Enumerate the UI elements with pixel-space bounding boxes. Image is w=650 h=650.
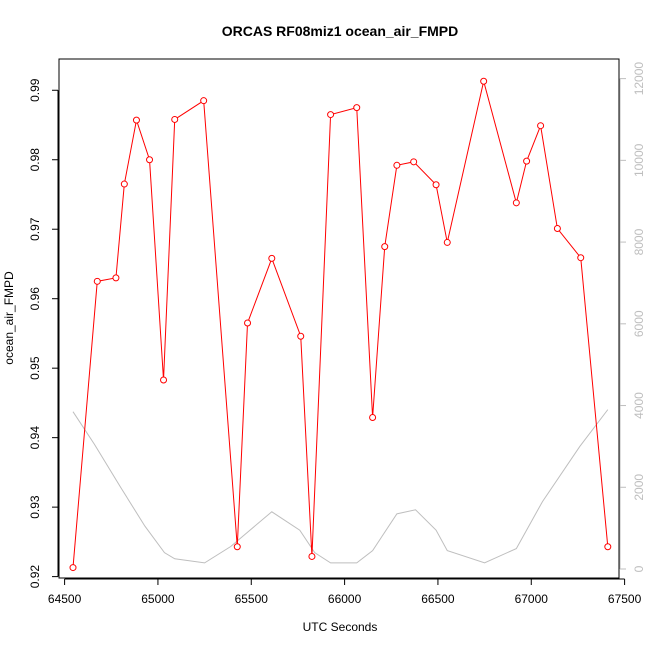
y-axis-left: 0.92 0.93 0.94 0.95 0.96 0.97 0.98 0.99 (28, 78, 59, 589)
chart-title: ORCAS RF08miz1 ocean_air_FMPD (222, 23, 459, 39)
series-line-right (72, 409, 609, 564)
data-point (553, 225, 561, 233)
data-point (604, 543, 612, 551)
data-point (160, 376, 168, 384)
x-tick-label: 66000 (328, 592, 362, 606)
data-point (393, 161, 401, 169)
x-tick-label: 65000 (141, 592, 175, 606)
data-point (69, 564, 77, 572)
x-axis-label: UTC Seconds (303, 620, 378, 634)
x-tick-label: 64500 (48, 592, 82, 606)
y-axis-label: ocean_air_FMPD (2, 271, 16, 365)
x-tick-label: 67500 (608, 592, 642, 606)
data-point (353, 104, 361, 112)
y-tick-label: 0.96 (28, 287, 42, 311)
data-point (537, 122, 545, 130)
y-tick-label: 0.95 (28, 356, 42, 380)
data-point (577, 254, 585, 262)
data-point (308, 552, 316, 560)
y2-tick-label: 10000 (632, 143, 646, 177)
data-point (410, 158, 418, 166)
series-line-left (72, 81, 609, 568)
y-tick-label: 0.92 (28, 565, 42, 589)
data-point (132, 116, 140, 124)
data-point (244, 319, 252, 327)
series-layer (69, 77, 612, 572)
data-point (297, 332, 305, 340)
y-tick-label: 0.94 (28, 426, 42, 450)
y2-tick-label: 4000 (632, 392, 646, 419)
data-point (268, 254, 276, 262)
y-tick-label: 0.97 (28, 217, 42, 241)
data-point (93, 277, 101, 285)
y-axis-right: 0 2000 4000 6000 8000 10000 12000 (619, 62, 646, 572)
data-point (512, 199, 520, 207)
y2-tick-label: 8000 (632, 228, 646, 255)
plot-frame (58, 58, 620, 579)
y2-tick-label: 12000 (632, 62, 646, 96)
y2-tick-label: 6000 (632, 310, 646, 337)
data-point (200, 97, 208, 105)
x-tick-label: 67000 (515, 592, 549, 606)
y-tick-label: 0.93 (28, 495, 42, 519)
y2-tick-label: 0 (632, 565, 646, 572)
data-point (480, 77, 488, 85)
data-point (171, 115, 179, 123)
data-point (443, 238, 451, 246)
data-point (381, 243, 389, 251)
data-point (432, 181, 440, 189)
y-tick-label: 0.98 (28, 148, 42, 172)
data-point (146, 156, 154, 164)
data-point (233, 543, 241, 551)
x-axis: 64500 65000 65500 66000 66500 67000 67500 (48, 578, 642, 606)
data-point (327, 111, 335, 119)
data-point (112, 274, 120, 282)
data-point (369, 414, 377, 422)
data-point (523, 157, 531, 165)
x-tick-label: 66500 (421, 592, 455, 606)
y2-tick-label: 2000 (632, 474, 646, 501)
data-point (120, 180, 128, 188)
x-tick-label: 65500 (235, 592, 269, 606)
y-tick-label: 0.99 (28, 78, 42, 102)
